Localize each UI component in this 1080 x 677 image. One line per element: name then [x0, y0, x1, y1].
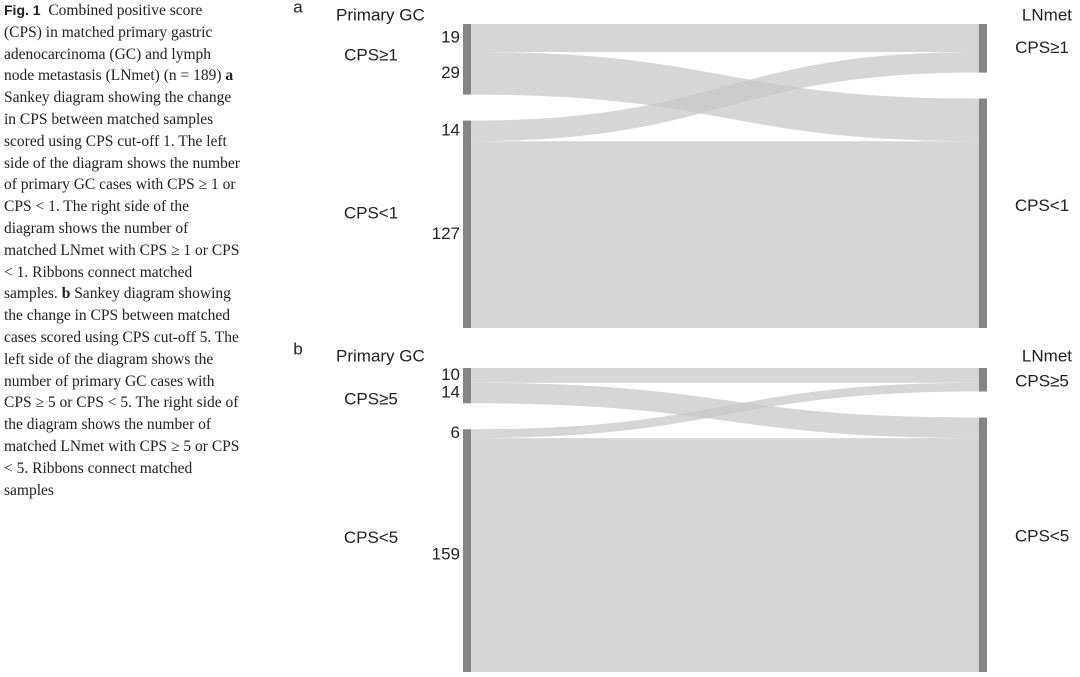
right-node: [979, 24, 987, 73]
left-node: [463, 368, 471, 404]
caption-text: Sankey diagram showing the change in CPS…: [4, 285, 240, 499]
left-node-label: CPS<1: [344, 203, 398, 222]
figure-caption: Fig. 1 Combined positive score (CPS) in …: [4, 0, 240, 501]
panel-label: a: [293, 0, 303, 16]
ribbon: [471, 51, 979, 142]
right-node-label: CPS<5: [1015, 527, 1069, 546]
left-node-label: CPS≥5: [344, 389, 398, 408]
right-node: [979, 98, 987, 329]
left-node: [463, 429, 471, 672]
flow-label: 10: [441, 365, 460, 384]
right-title: LNmet: [1022, 346, 1072, 365]
caption-text: Sankey diagram showing the change in CPS…: [4, 89, 240, 303]
flow-label: 6: [451, 423, 460, 442]
flow-label: 14: [441, 120, 460, 139]
ribbon: [471, 24, 979, 52]
right-node: [979, 417, 987, 672]
ribbon: [471, 368, 979, 383]
flow-label: 19: [441, 27, 460, 46]
right-node: [979, 368, 987, 392]
flow-label: 14: [441, 382, 460, 401]
right-title: LNmet: [1022, 5, 1072, 24]
ribbon: [471, 438, 979, 672]
left-title: Primary GC: [336, 5, 425, 24]
left-title: Primary GC: [336, 346, 425, 365]
right-node-label: CPS≥1: [1015, 38, 1069, 57]
right-node-label: CPS≥5: [1015, 371, 1069, 390]
flow-label: 29: [441, 63, 460, 82]
caption-letter: a: [225, 67, 234, 85]
left-node-label: CPS≥1: [344, 45, 398, 64]
left-node: [463, 24, 471, 95]
left-node-label: CPS<5: [344, 528, 398, 547]
flow-label: 159: [432, 545, 460, 564]
ribbon: [471, 141, 979, 328]
flow-label: 127: [432, 224, 460, 243]
caption-label: Fig. 1: [4, 2, 41, 18]
right-node-label: CPS<1: [1015, 196, 1069, 215]
caption-letter: b: [61, 285, 71, 303]
left-node: [463, 120, 471, 328]
panel-label: b: [293, 339, 302, 358]
ribbon: [471, 382, 979, 439]
caption-intro: Combined positive score (CPS) in matched…: [4, 2, 222, 85]
